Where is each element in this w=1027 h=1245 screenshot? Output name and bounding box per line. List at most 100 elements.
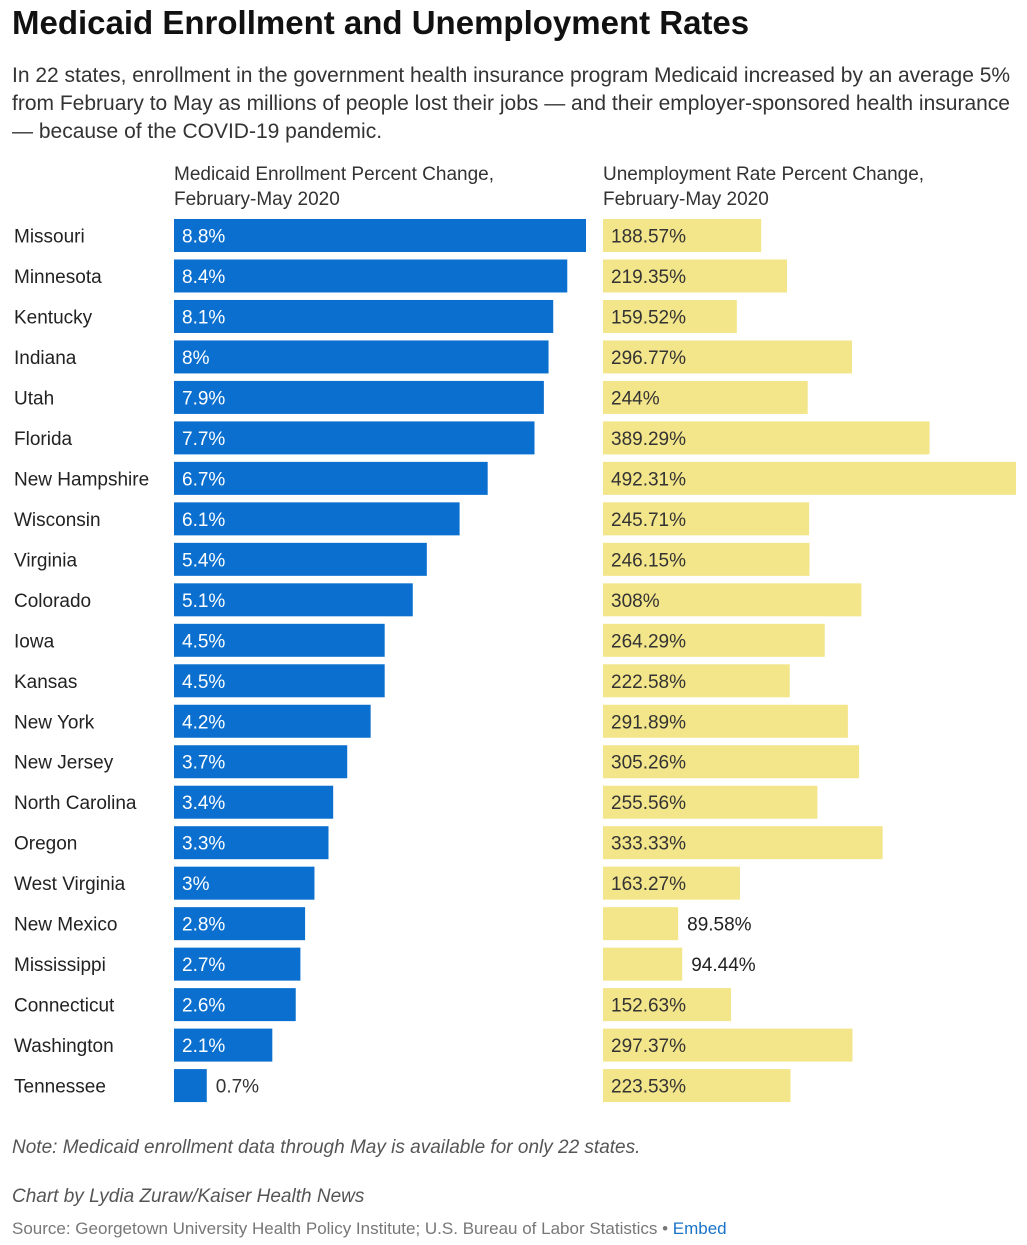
category-label-west-virginia: West Virginia xyxy=(14,874,126,895)
medicaid-florida-label: 7.7% xyxy=(182,429,225,450)
unemployment-oregon-bar xyxy=(603,826,883,860)
chart-subtitle: In 22 states, enrollment in the governme… xyxy=(12,64,1011,143)
category-label-mississippi: Mississippi xyxy=(14,955,106,976)
medicaid-utah-label: 7.9% xyxy=(182,388,225,409)
unemployment-mississippi-label: 94.44% xyxy=(691,955,756,976)
medicaid-new-hampshire-bar xyxy=(174,461,488,495)
unemployment-washington-label: 297.37% xyxy=(611,1036,686,1057)
category-label-iowa: Iowa xyxy=(14,631,55,652)
medicaid-wisconsin-bar xyxy=(174,502,460,536)
unemployment-new-york-label: 291.89% xyxy=(611,712,686,733)
medicaid-north-carolina-bar xyxy=(174,785,334,819)
medicaid-west-virginia-label: 3% xyxy=(182,874,210,895)
medicaid-new-york-label: 4.2% xyxy=(182,712,225,733)
unemployment-virginia-bar xyxy=(603,542,810,576)
medicaid-virginia-label: 5.4% xyxy=(182,550,225,571)
unemployment-north-carolina-bar xyxy=(603,785,818,819)
category-label-oregon: Oregon xyxy=(14,834,77,855)
bar-chart: Missouri 8.8% 188.57% Minnesota 8.4% 219.35% K… xyxy=(14,219,1016,1103)
unemployment-virginia-label: 246.15% xyxy=(611,550,686,571)
unemployment-oregon-label: 333.33% xyxy=(611,834,686,855)
source-text: Source: Georgetown University Health Pol… xyxy=(12,1219,658,1238)
medicaid-new-mexico-label: 2.8% xyxy=(182,915,225,936)
chart-source: Source: Georgetown University Health Pol… xyxy=(12,1219,727,1239)
unemployment-kansas-bar xyxy=(603,664,790,698)
medicaid-minnesota-bar xyxy=(174,259,568,293)
category-label-connecticut: Connecticut xyxy=(14,996,115,1017)
unemployment-utah-bar xyxy=(603,380,808,414)
unemployment-kansas-label: 222.58% xyxy=(611,672,686,693)
category-label-new-mexico: New Mexico xyxy=(14,915,117,936)
medicaid-utah-bar xyxy=(174,380,544,414)
unemployment-new-hampshire-label: 492.31% xyxy=(611,469,686,490)
medicaid-kentucky-label: 8.1% xyxy=(182,307,225,328)
medicaid-oregon-label: 3.3% xyxy=(182,834,225,855)
medicaid-missouri-bar xyxy=(174,219,586,252)
medicaid-colorado-label: 5.1% xyxy=(182,591,225,612)
category-label-utah: Utah xyxy=(14,388,54,409)
category-label-colorado: Colorado xyxy=(14,591,91,612)
medicaid-iowa-label: 4.5% xyxy=(182,631,225,652)
chart-note: Note: Medicaid enrollment data through M… xyxy=(12,1137,641,1158)
category-label-north-carolina: North Carolina xyxy=(14,793,137,814)
unemployment-florida-label: 389.29% xyxy=(611,429,686,450)
unemployment-colorado-bar xyxy=(603,583,862,617)
medicaid-west-virginia-bar xyxy=(174,866,315,900)
unemployment-wisconsin-bar xyxy=(603,502,810,536)
medicaid-kansas-bar xyxy=(174,664,385,698)
medicaid-florida-bar xyxy=(174,421,535,455)
medicaid-minnesota-label: 8.4% xyxy=(182,267,225,288)
unemployment-iowa-bar xyxy=(603,623,825,657)
medicaid-indiana-label: 8% xyxy=(182,348,210,369)
category-label-kentucky: Kentucky xyxy=(14,307,93,328)
medicaid-new-hampshire-label: 6.7% xyxy=(182,469,225,490)
medicaid-indiana-bar xyxy=(174,340,549,374)
medicaid-kentucky-bar xyxy=(174,299,554,333)
unemployment-new-mexico-bar xyxy=(603,907,679,941)
chart-credit: Chart by Lydia Zuraw/Kaiser Health News xyxy=(12,1186,365,1207)
unemployment-tennessee-bar xyxy=(603,1069,791,1103)
unemployment-connecticut-bar xyxy=(603,988,732,1022)
source-separator: • xyxy=(657,1219,673,1238)
medicaid-north-carolina-label: 3.4% xyxy=(182,793,225,814)
embed-link[interactable]: Embed xyxy=(672,1219,727,1238)
unemployment-wisconsin-label: 245.71% xyxy=(611,510,686,531)
unemployment-utah-label: 244% xyxy=(611,388,660,409)
unemployment-missouri-label: 188.57% xyxy=(611,227,686,248)
medicaid-wisconsin-label: 6.1% xyxy=(182,510,225,531)
unemployment-west-virginia-bar xyxy=(603,866,740,900)
medicaid-kansas-label: 4.5% xyxy=(182,672,225,693)
medicaid-new-jersey-bar xyxy=(174,745,348,779)
unemployment-mississippi-bar xyxy=(603,947,683,981)
category-label-new-hampshire: New Hampshire xyxy=(14,469,149,490)
unemployment-minnesota-label: 219.35% xyxy=(611,267,686,288)
category-label-minnesota: Minnesota xyxy=(14,267,102,288)
medicaid-oregon-bar xyxy=(174,826,329,860)
category-label-missouri: Missouri xyxy=(14,227,85,248)
medicaid-new-jersey-label: 3.7% xyxy=(182,753,225,774)
category-label-kansas: Kansas xyxy=(14,672,77,693)
category-label-new-jersey: New Jersey xyxy=(14,753,114,774)
medicaid-connecticut-bar xyxy=(174,988,296,1022)
unemployment-kentucky-label: 159.52% xyxy=(611,307,686,328)
unemployment-florida-bar xyxy=(603,421,930,455)
unemployment-indiana-label: 296.77% xyxy=(611,348,686,369)
unemployment-colorado-label: 308% xyxy=(611,591,660,612)
medicaid-column-header: Medicaid Enrollment Percent Change, Febr… xyxy=(174,164,495,210)
medicaid-iowa-bar xyxy=(174,623,385,657)
unemployment-iowa-label: 264.29% xyxy=(611,631,686,652)
medicaid-new-york-bar xyxy=(174,704,371,738)
medicaid-washington-bar xyxy=(174,1028,273,1062)
medicaid-washington-label: 2.1% xyxy=(182,1036,225,1057)
unemployment-kentucky-bar xyxy=(603,299,737,333)
medicaid-new-mexico-bar xyxy=(174,907,306,941)
medicaid-virginia-bar xyxy=(174,542,427,576)
unemployment-north-carolina-label: 255.56% xyxy=(611,793,686,814)
unemployment-missouri-bar xyxy=(603,219,762,252)
category-label-washington: Washington xyxy=(14,1036,114,1057)
category-label-florida: Florida xyxy=(14,429,73,450)
unemployment-indiana-bar xyxy=(603,340,852,374)
unemployment-washington-bar xyxy=(603,1028,853,1062)
medicaid-mississippi-bar xyxy=(174,947,301,981)
chart-title: Medicaid Enrollment and Unemployment Rat… xyxy=(12,4,750,41)
